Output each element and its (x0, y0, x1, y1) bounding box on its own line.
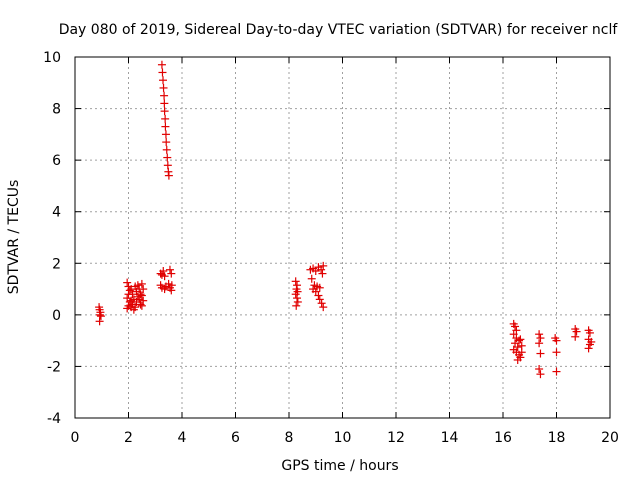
data-point (163, 153, 172, 162)
data-point (319, 303, 328, 312)
data-point (136, 290, 145, 299)
data-point (552, 336, 561, 345)
data-point (159, 83, 168, 92)
data-point (160, 107, 169, 116)
data-point (161, 114, 170, 123)
data-point (139, 296, 148, 305)
data-point (536, 334, 545, 343)
data-point (158, 68, 167, 77)
x-tick-label: 2 (124, 430, 133, 446)
y-tick-label: 4 (52, 205, 61, 221)
data-point (95, 317, 104, 326)
data-point (515, 336, 524, 345)
x-tick-label: 16 (494, 430, 512, 446)
data-point (161, 122, 170, 131)
data-point (516, 335, 525, 344)
data-point (517, 348, 526, 357)
data-point (160, 91, 169, 100)
y-tick-label: 10 (43, 50, 61, 66)
data-point (137, 301, 146, 310)
x-tick-label: 10 (334, 430, 352, 446)
data-point (291, 290, 300, 299)
data-point (129, 305, 138, 314)
data-point (307, 274, 316, 283)
x-axis-ticks: 0 2 4 6 8 10 12 14 16 18 20 (71, 57, 619, 446)
data-point (96, 312, 105, 321)
data-point (137, 279, 146, 288)
data-point (584, 344, 593, 353)
data-point (536, 349, 545, 358)
y-tick-label: 8 (52, 102, 61, 118)
data-point (157, 60, 166, 69)
data-point (164, 171, 173, 180)
data-point (513, 355, 522, 364)
data-point (511, 322, 520, 331)
data-points (95, 60, 596, 379)
y-tick-label: -4 (47, 411, 61, 427)
x-tick-label: 8 (285, 430, 294, 446)
data-point (160, 99, 169, 108)
data-point (167, 269, 176, 278)
y-axis-ticks: -4 -2 0 2 4 6 8 10 (43, 50, 610, 427)
data-point (159, 267, 168, 276)
data-point (318, 269, 327, 278)
grid-lines (75, 57, 610, 418)
x-tick-label: 12 (387, 430, 405, 446)
data-point (167, 281, 176, 290)
data-point (571, 332, 580, 341)
data-point (162, 138, 171, 147)
x-tick-label: 6 (231, 430, 240, 446)
data-point (513, 343, 522, 352)
data-point (552, 367, 561, 376)
x-axis-label: GPS time / hours (281, 458, 398, 474)
data-point (291, 277, 300, 286)
data-point (535, 365, 544, 374)
data-point (123, 304, 132, 313)
data-point (315, 295, 324, 304)
data-point (127, 285, 136, 294)
data-point (552, 348, 561, 357)
data-point (293, 297, 302, 306)
data-point (137, 291, 146, 300)
x-tick-label: 0 (71, 430, 80, 446)
data-point (293, 294, 302, 303)
y-tick-label: 2 (52, 256, 61, 272)
chart-title: Day 080 of 2019, Sidereal Day-to-day VTE… (59, 22, 619, 38)
data-point (162, 145, 171, 154)
data-point (165, 265, 174, 274)
x-tick-label: 20 (601, 430, 619, 446)
data-point (535, 330, 544, 339)
data-point (161, 130, 170, 139)
data-point (585, 328, 594, 337)
data-point (535, 339, 544, 348)
data-point (128, 290, 137, 299)
data-point (314, 291, 323, 300)
y-tick-label: -2 (47, 359, 61, 375)
data-point (536, 370, 545, 379)
y-tick-label: 6 (52, 153, 61, 169)
data-point (572, 327, 581, 336)
y-tick-label: 0 (52, 308, 61, 324)
data-point (315, 283, 324, 292)
data-point (319, 261, 328, 270)
data-point (127, 296, 136, 305)
data-point (317, 299, 326, 308)
data-point (292, 301, 301, 310)
x-tick-label: 18 (548, 430, 566, 446)
x-tick-label: 14 (441, 430, 459, 446)
data-point (159, 76, 168, 85)
data-point (139, 285, 148, 294)
data-point (123, 278, 132, 287)
data-point (133, 281, 142, 290)
x-tick-label: 4 (178, 430, 187, 446)
data-point (160, 272, 169, 281)
y-axis-label: SDTVAR / TECUs (6, 180, 22, 295)
data-point (585, 340, 594, 349)
